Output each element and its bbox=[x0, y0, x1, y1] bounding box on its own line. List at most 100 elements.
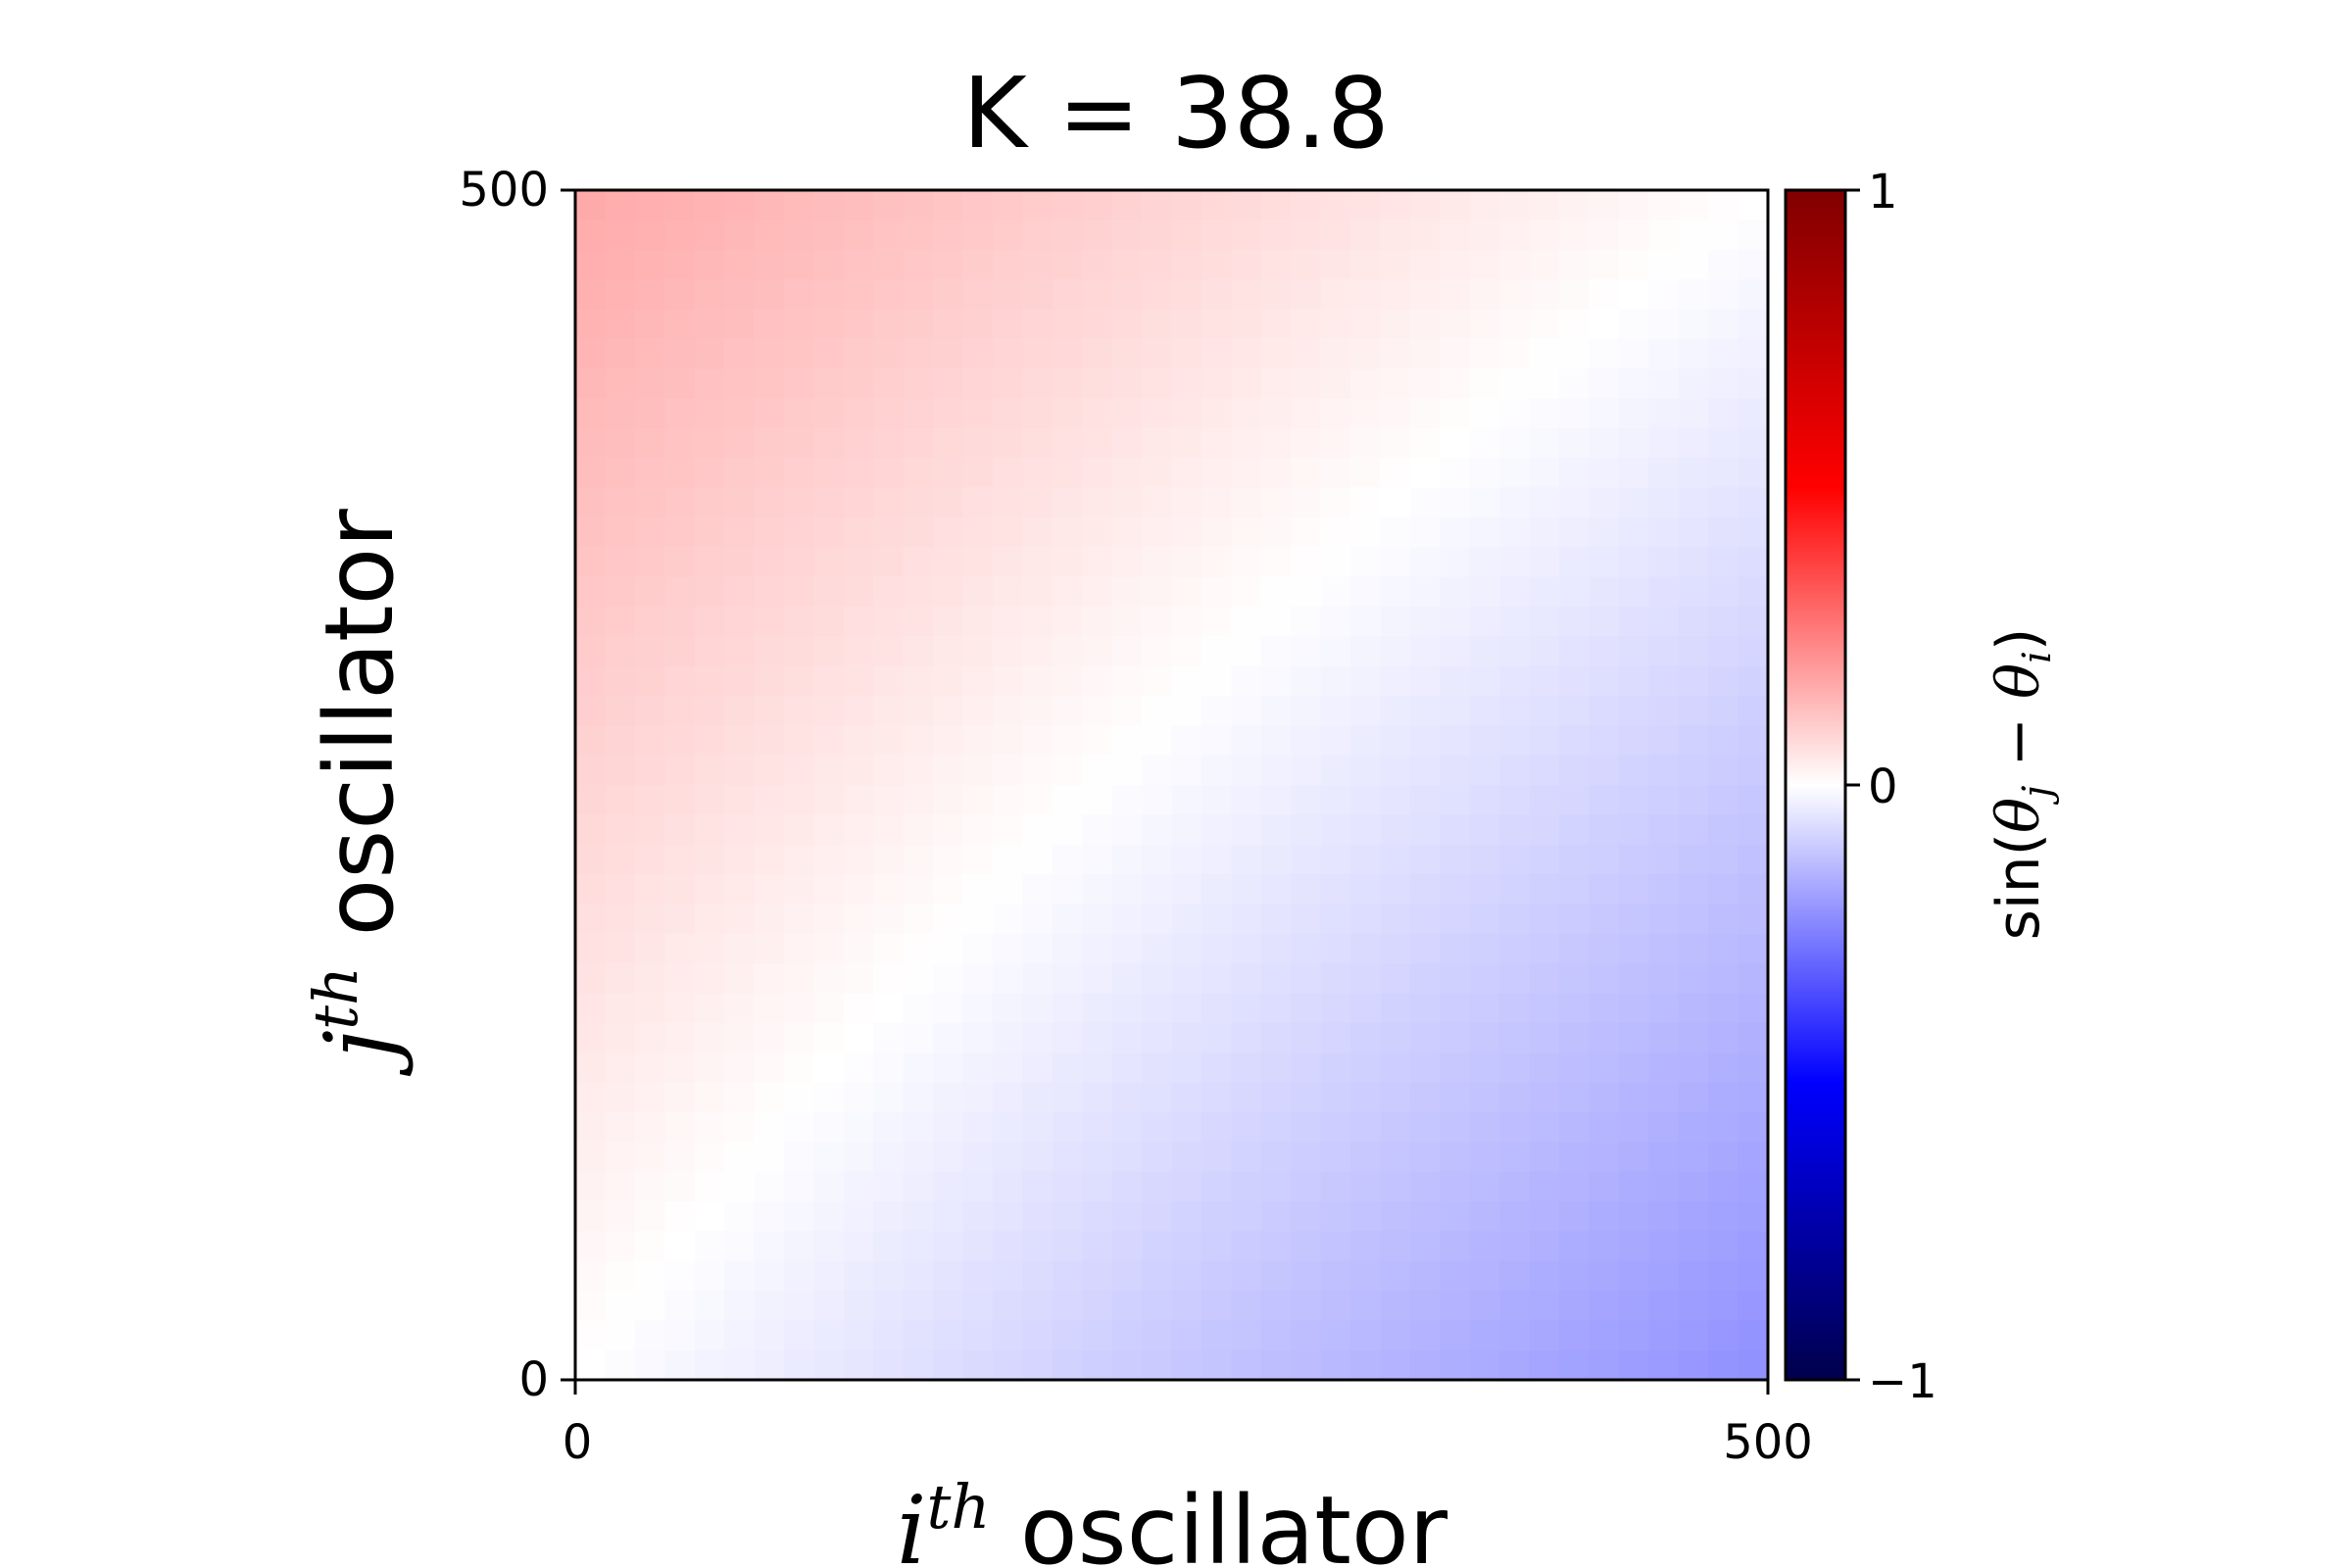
heatmap-cell bbox=[1231, 368, 1262, 400]
heatmap-cell bbox=[873, 1022, 905, 1054]
heatmap-cell bbox=[1738, 993, 1769, 1024]
heatmap-cell bbox=[873, 606, 905, 637]
heatmap-cell bbox=[1380, 458, 1411, 489]
heatmap-cell bbox=[992, 1082, 1023, 1113]
heatmap-cell bbox=[933, 606, 964, 637]
heatmap-cell bbox=[634, 725, 665, 757]
heatmap-cell bbox=[1469, 844, 1500, 875]
heatmap-cell bbox=[1111, 665, 1143, 697]
heatmap-cell bbox=[1231, 1349, 1262, 1381]
heatmap-cell bbox=[1142, 398, 1173, 429]
heatmap-cell bbox=[1559, 547, 1591, 578]
heatmap-cell bbox=[1559, 963, 1591, 995]
heatmap-cell bbox=[903, 1260, 934, 1292]
heatmap-cell bbox=[1469, 576, 1500, 608]
heatmap-cell bbox=[1260, 963, 1292, 995]
heatmap-cell bbox=[634, 516, 665, 548]
heatmap-cell bbox=[1440, 1082, 1471, 1113]
heatmap-cell bbox=[1022, 1142, 1054, 1173]
heatmap-cell bbox=[1320, 576, 1351, 608]
heatmap-cell bbox=[1678, 1260, 1709, 1292]
heatmap-cell bbox=[1291, 1349, 1322, 1381]
heatmap-cell bbox=[694, 606, 725, 637]
heatmap-cell bbox=[1589, 904, 1620, 935]
heatmap-cell bbox=[873, 487, 905, 518]
heatmap-cell bbox=[1052, 1022, 1083, 1054]
heatmap-cell bbox=[1618, 220, 1649, 251]
heatmap-cell bbox=[1529, 814, 1560, 846]
heatmap-cell bbox=[783, 636, 815, 667]
heatmap-cell bbox=[1409, 1142, 1441, 1173]
heatmap-cell bbox=[754, 309, 785, 340]
heatmap-cell bbox=[605, 814, 636, 846]
heatmap-cell bbox=[634, 1142, 665, 1173]
heatmap-cell bbox=[1260, 844, 1292, 875]
heatmap-cell bbox=[992, 636, 1023, 667]
heatmap-cell bbox=[1499, 1022, 1531, 1054]
heatmap-cell bbox=[1291, 814, 1322, 846]
heatmap-cell bbox=[1708, 785, 1740, 815]
heatmap-cell bbox=[783, 309, 815, 340]
heatmap-cell bbox=[1142, 1142, 1173, 1173]
heatmap-cell bbox=[1171, 755, 1202, 786]
heatmap-cell bbox=[1350, 458, 1382, 489]
heatmap-cell bbox=[1648, 1053, 1680, 1084]
heatmap-cell bbox=[1618, 1260, 1649, 1292]
heatmap-cell bbox=[1440, 1022, 1471, 1054]
heatmap-cell bbox=[724, 1349, 756, 1381]
heatmap-cell bbox=[634, 427, 665, 459]
heatmap-cell bbox=[664, 636, 696, 667]
heatmap-cell bbox=[1142, 576, 1173, 608]
y-tick-label-top: 500 bbox=[459, 163, 549, 218]
heatmap-cell bbox=[873, 1142, 905, 1173]
heatmap-cell bbox=[962, 190, 994, 220]
heatmap-cell bbox=[1320, 1171, 1351, 1202]
heatmap-cell bbox=[1589, 1231, 1620, 1262]
heatmap-cell bbox=[1589, 338, 1620, 369]
heatmap-cell bbox=[1200, 963, 1232, 995]
heatmap-cell bbox=[1678, 398, 1709, 429]
heatmap-cell bbox=[1231, 398, 1262, 429]
heatmap-cell bbox=[605, 249, 636, 280]
heatmap-cell bbox=[992, 309, 1023, 340]
heatmap-cell bbox=[1529, 398, 1560, 429]
heatmap-cell bbox=[992, 1022, 1023, 1054]
heatmap-cell bbox=[1380, 933, 1411, 964]
heatmap-cell bbox=[1618, 576, 1649, 608]
heatmap-cell bbox=[575, 1231, 607, 1262]
heatmap-cell bbox=[724, 844, 756, 875]
heatmap-cell bbox=[1708, 249, 1740, 280]
heatmap-cell bbox=[903, 725, 934, 757]
heatmap-cell bbox=[1320, 814, 1351, 846]
heatmap-cell bbox=[1648, 904, 1680, 935]
heatmap-cell bbox=[724, 636, 756, 667]
heatmap-cell bbox=[1708, 1022, 1740, 1054]
heatmap-cell bbox=[1200, 576, 1232, 608]
heatmap-cell bbox=[1589, 1200, 1620, 1232]
heatmap-cell bbox=[1022, 220, 1054, 251]
heatmap-cell bbox=[1708, 963, 1740, 995]
heatmap-cell bbox=[1200, 844, 1232, 875]
heatmap-cell bbox=[1111, 1022, 1143, 1054]
heatmap-cell bbox=[724, 814, 756, 846]
heatmap-cell bbox=[1350, 279, 1382, 310]
heatmap-cell bbox=[843, 487, 874, 518]
heatmap-cell bbox=[1469, 963, 1500, 995]
heatmap-cell bbox=[1082, 1171, 1113, 1202]
heatmap-cell bbox=[1350, 1231, 1382, 1262]
heatmap-cell bbox=[843, 695, 874, 726]
heatmap-cell bbox=[1022, 368, 1054, 400]
heatmap-cell bbox=[1618, 904, 1649, 935]
heatmap-cell bbox=[1260, 190, 1292, 220]
heatmap-cell bbox=[1409, 190, 1441, 220]
heatmap-cell bbox=[1589, 1320, 1620, 1351]
heatmap-cell bbox=[813, 933, 845, 964]
heatmap-cell bbox=[1022, 1200, 1054, 1232]
heatmap-cell bbox=[1440, 220, 1471, 251]
x-axis-label: ith oscillator bbox=[897, 1471, 1448, 1568]
heatmap-cell bbox=[962, 785, 994, 815]
heatmap-cell bbox=[1499, 1260, 1531, 1292]
heatmap-cell bbox=[1678, 814, 1709, 846]
heatmap-cell bbox=[1320, 665, 1351, 697]
heatmap-cell bbox=[992, 1053, 1023, 1084]
